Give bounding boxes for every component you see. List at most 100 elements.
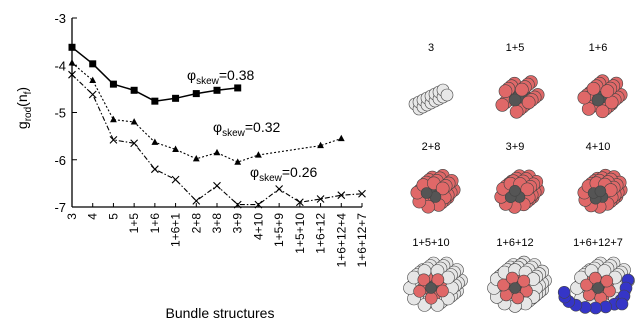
sphere <box>435 181 450 196</box>
sphere <box>425 282 437 294</box>
data-point-square <box>213 86 221 94</box>
data-point-triangle <box>68 59 76 66</box>
data-point-square <box>130 86 138 94</box>
x-tick-label: 1+5+10 <box>293 213 307 254</box>
structure-image <box>410 169 461 214</box>
sphere <box>595 104 610 119</box>
data-point-x <box>295 198 304 207</box>
sphere <box>517 274 531 288</box>
structure-image <box>403 256 468 312</box>
x-tick-label: 4 <box>86 213 100 220</box>
data-point-triangle <box>110 115 117 123</box>
sphere <box>521 95 536 110</box>
structure-image <box>495 75 545 119</box>
sphere <box>440 88 454 102</box>
sphere <box>497 278 510 292</box>
series-line <box>71 46 238 102</box>
structure-label: 1+5+10 <box>412 237 449 249</box>
sphere <box>417 273 431 287</box>
sphere <box>508 93 522 107</box>
data-point-triangle <box>317 141 324 149</box>
x-tick-label: 1+6+12+7 <box>355 213 369 268</box>
x-tick-label: 1+6+12+4 <box>334 213 348 268</box>
data-point-triangle <box>213 148 221 156</box>
structure-label: 4+10 <box>586 141 611 153</box>
sphere <box>520 182 535 197</box>
x-tick-label: 5 <box>106 213 120 220</box>
data-point-square <box>172 94 180 102</box>
series-label-0: φskew=0.38 <box>187 67 255 87</box>
data-point-x <box>316 195 325 203</box>
data-point-x <box>171 175 180 184</box>
data-point-square <box>192 90 200 98</box>
series-label-2: φskew=0.26 <box>250 164 318 184</box>
sphere <box>505 271 519 285</box>
data-point-x <box>109 136 118 144</box>
data-point-x <box>192 196 201 205</box>
sphere <box>431 273 445 287</box>
data-point-square <box>68 43 76 51</box>
data-point-x <box>233 200 242 209</box>
data-point-x <box>68 70 76 79</box>
data-point-x <box>358 189 366 198</box>
series-0 <box>68 43 242 105</box>
data-point-x <box>130 139 139 148</box>
x-tick-label: 1+6 <box>148 213 162 234</box>
sphere <box>413 284 426 298</box>
sphere <box>594 185 607 198</box>
data-point-square <box>234 84 242 92</box>
data-point-x <box>337 191 346 200</box>
series-line <box>71 62 342 163</box>
structure-image <box>408 83 454 116</box>
x-tick-label: 3+9 <box>231 213 245 234</box>
structure-label: 3+9 <box>506 141 525 153</box>
data-point-square <box>109 80 117 88</box>
sphere <box>509 185 521 197</box>
structure-label: 1+6 <box>589 42 608 54</box>
structure-label: 3 <box>428 42 434 54</box>
x-tick-label: 1+5+9 <box>272 213 286 247</box>
structure-label: 1+5 <box>506 42 525 54</box>
x-tick-label: 1+5 <box>127 213 141 234</box>
x-axis-title: Bundle structures <box>166 305 275 321</box>
structure-image <box>557 256 635 315</box>
series-label-1: φskew=0.32 <box>213 119 281 139</box>
sphere <box>509 105 524 119</box>
sphere <box>436 284 449 298</box>
series-1 <box>68 59 345 165</box>
sphere <box>511 291 525 305</box>
data-point-square <box>151 97 159 105</box>
sphere <box>509 282 521 294</box>
sphere <box>420 187 433 199</box>
y-tick-label: -5 <box>54 106 66 121</box>
sphere <box>424 291 438 305</box>
x-tick-label: 3+8 <box>210 213 224 234</box>
sphere <box>557 285 571 299</box>
data-point-x <box>88 90 97 99</box>
sphere <box>580 278 593 292</box>
structure-image <box>577 74 628 119</box>
data-point-triangle <box>337 134 345 142</box>
sphere <box>498 84 513 98</box>
data-point-triangle <box>130 118 138 125</box>
sphere <box>515 82 529 97</box>
structure-image <box>494 169 545 214</box>
x-tick-label: 2+8 <box>189 213 203 234</box>
series-labels: φskew=0.38 φskew=0.32 φskew=0.26 <box>187 67 318 184</box>
plot-area: -3 -4 -5 -6 -73 4 5 1+5 1+6 1+6+1 2+8 3+8 3+9 4+10 1+5… <box>54 11 369 267</box>
data-point-x <box>254 200 263 209</box>
data-point-square <box>89 60 97 68</box>
structure-image <box>487 255 552 313</box>
sphere <box>615 297 629 311</box>
data-point-triangle <box>192 155 200 162</box>
sphere <box>588 271 602 285</box>
data-point-x <box>213 181 221 190</box>
structure-label: 1+6+12 <box>496 237 533 249</box>
x-tick-label: 3 <box>65 213 79 220</box>
data-point-triangle <box>151 138 159 145</box>
y-tick-label: -6 <box>54 153 66 168</box>
y-tick-label: -7 <box>54 200 66 215</box>
y-axis-title: grod(nf) <box>14 87 34 129</box>
sphere <box>591 93 605 107</box>
